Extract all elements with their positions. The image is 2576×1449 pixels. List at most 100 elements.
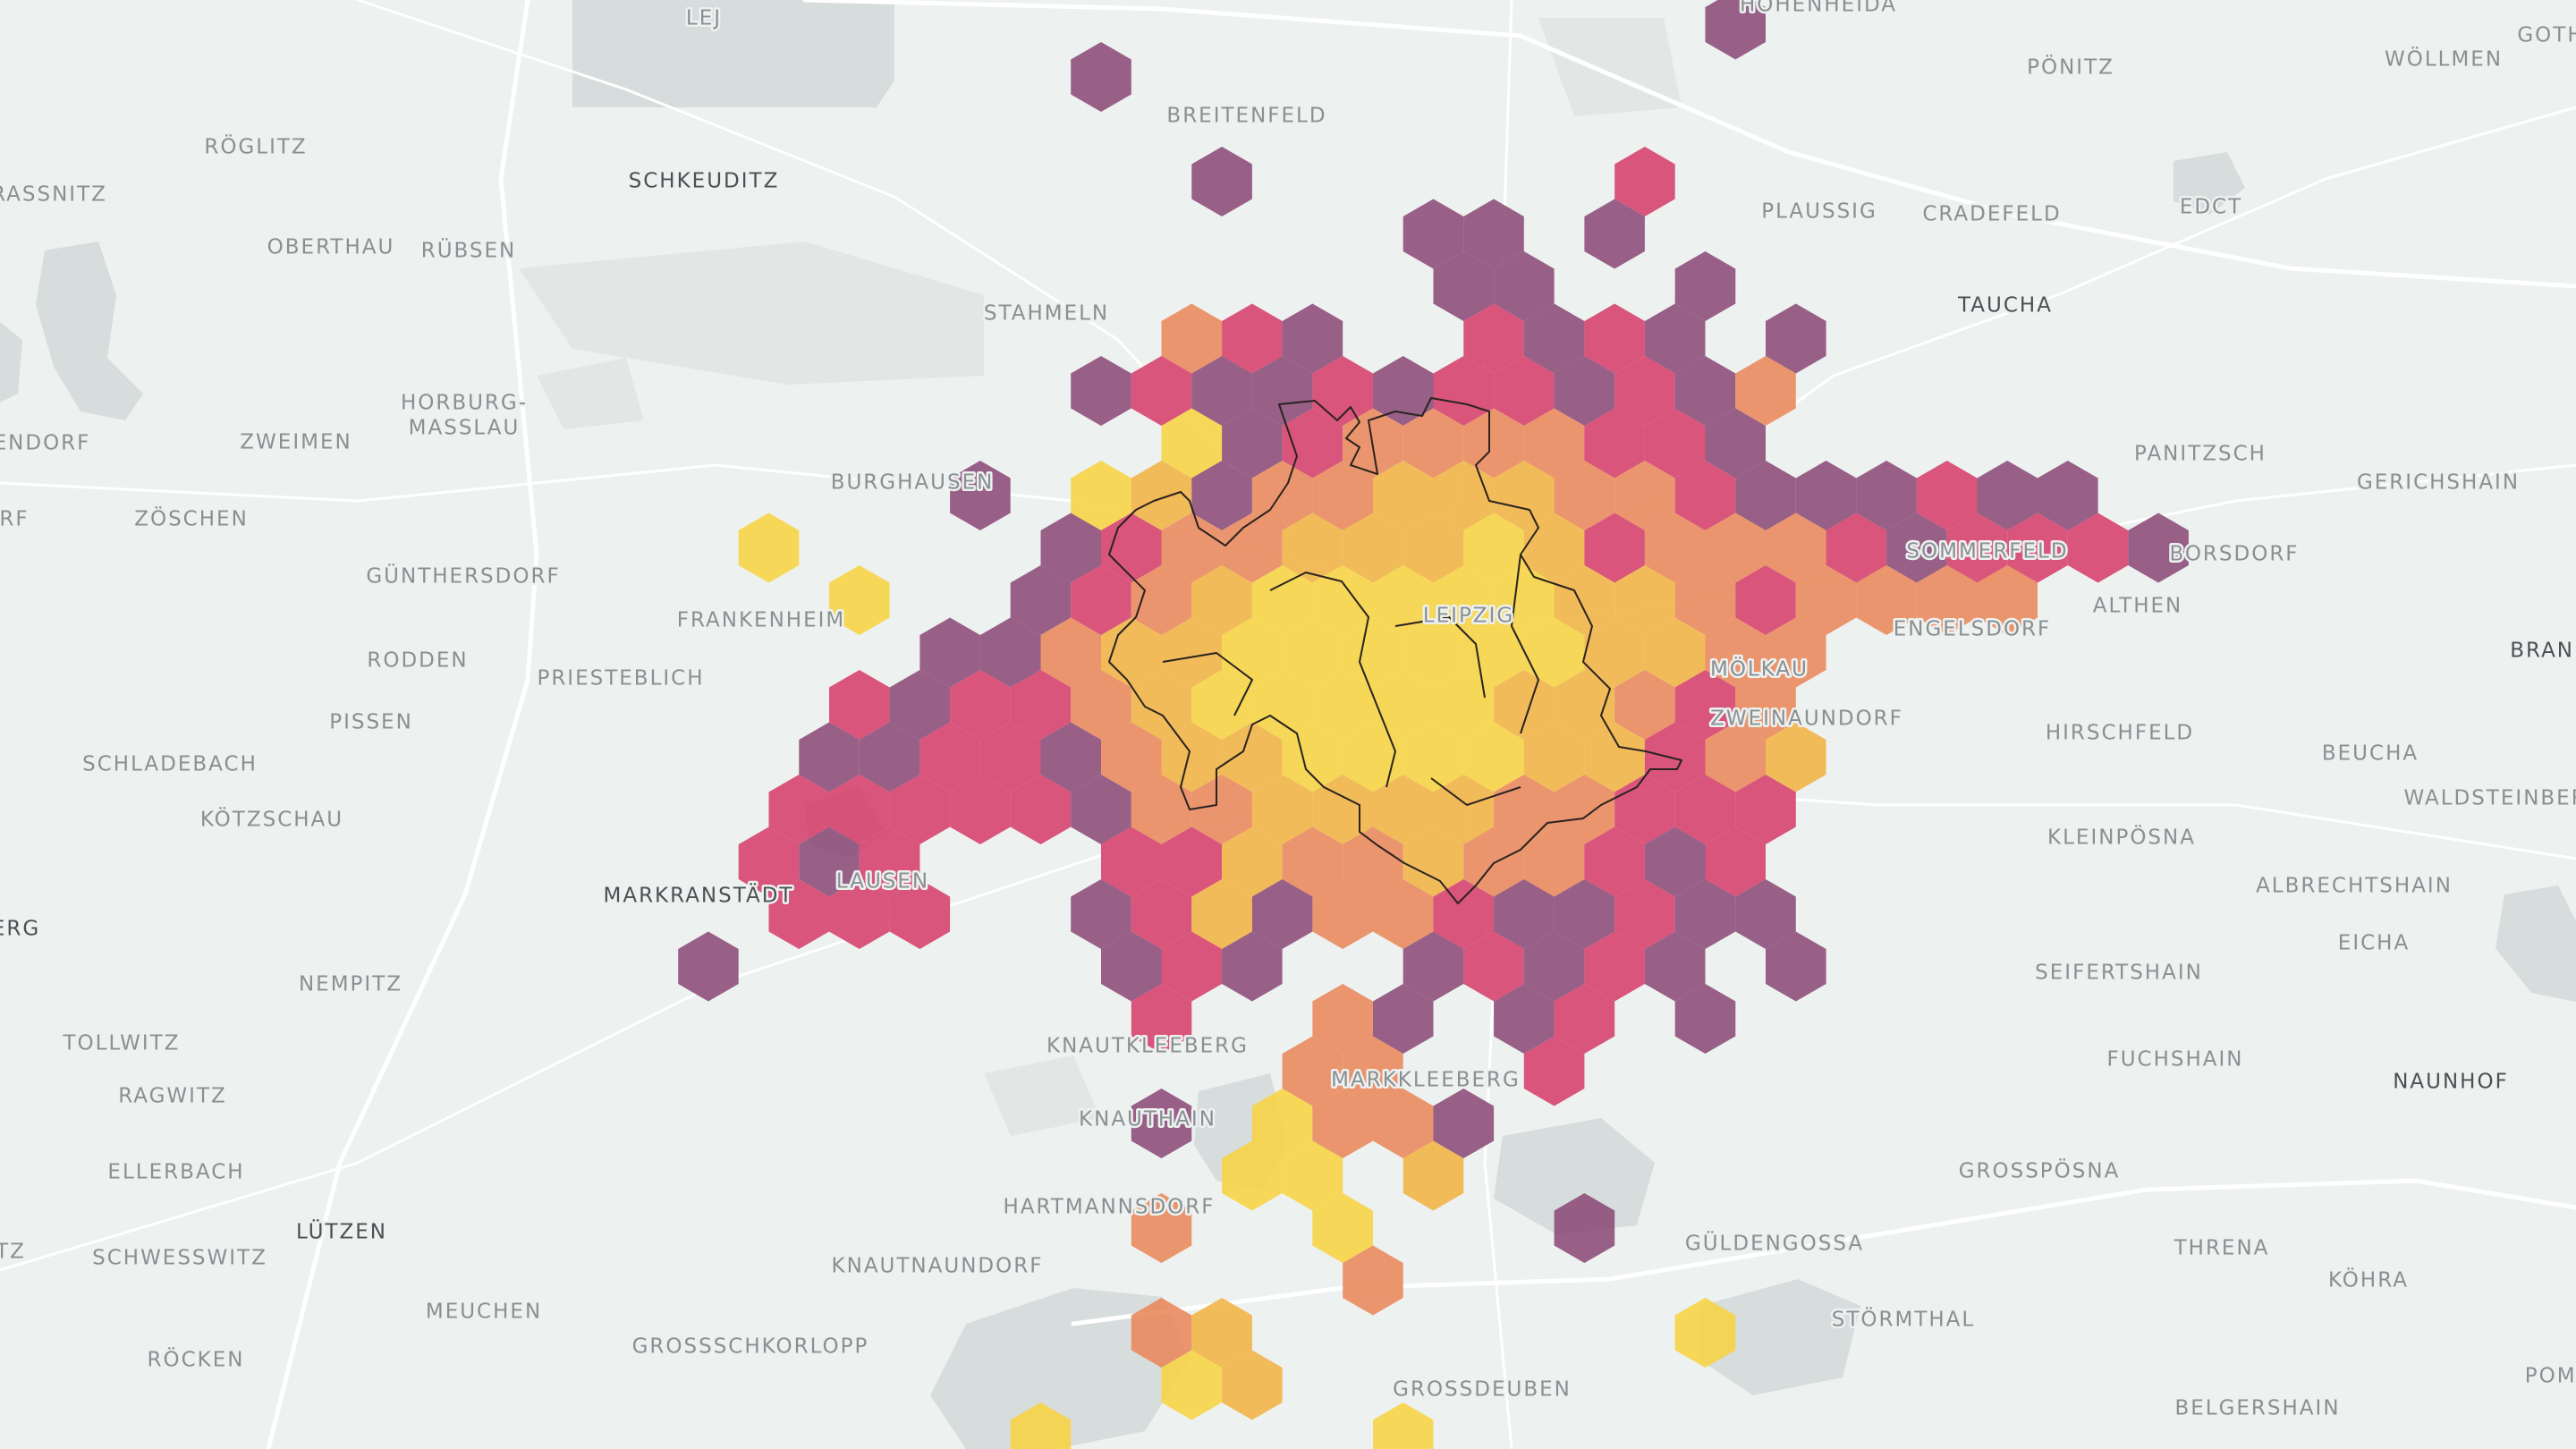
hexbin-cell-pink[interactable]: [1312, 356, 1373, 426]
hexbin-cell-light-orange[interactable]: [1312, 775, 1373, 844]
hexbin-cell-pink[interactable]: [950, 670, 1011, 740]
hexbin-cell-yellow[interactable]: [1402, 617, 1464, 688]
hexbin-cell-pink[interactable]: [859, 826, 920, 897]
hexbin-cell-purple[interactable]: [1071, 42, 1131, 112]
hexbin-cell-yellow[interactable]: [1222, 617, 1283, 688]
hexbin-cell-purple[interactable]: [1191, 356, 1252, 426]
hexbin-cell-purple[interactable]: [1433, 251, 1495, 321]
hexbin-cell-pink[interactable]: [738, 826, 800, 897]
hexbin-cell-pink[interactable]: [1523, 1036, 1585, 1106]
hexbin-cell-pink[interactable]: [1161, 826, 1223, 897]
hexbin-cell-pink[interactable]: [1826, 513, 1887, 583]
hexbin-cell-orange[interactable]: [1795, 565, 1857, 635]
hexbin-cell-orange[interactable]: [1131, 775, 1192, 844]
hexbin-cell-pink[interactable]: [829, 879, 890, 949]
hexbin-cell-yellow[interactable]: [1282, 617, 1343, 688]
hexbin-cell-purple[interactable]: [1644, 303, 1706, 374]
hexbin-cell-pink[interactable]: [1494, 356, 1555, 426]
hexbin-cell-yellow[interactable]: [1222, 1140, 1283, 1211]
hexbin-cell-purple[interactable]: [1222, 931, 1283, 1002]
hexbin-cell-light-orange[interactable]: [1402, 513, 1464, 583]
hexbin-cell-orange[interactable]: [1735, 670, 1796, 740]
hexbin-cell-purple[interactable]: [1373, 356, 1434, 426]
hexbin-cell-orange[interactable]: [1856, 565, 1917, 635]
hexbin-cell-pink[interactable]: [889, 775, 951, 844]
hexbin-cell-purple[interactable]: [1071, 775, 1131, 844]
hexbin-cell-yellow[interactable]: [1494, 565, 1555, 635]
hexbin-cell-light-orange[interactable]: [1373, 775, 1434, 844]
hexbin-cell-light-orange[interactable]: [1343, 513, 1403, 583]
hexbin-cell-orange[interactable]: [1674, 565, 1736, 635]
hexbin-cell-orange[interactable]: [1312, 879, 1373, 949]
hexbin-cell-pink[interactable]: [1463, 931, 1524, 1002]
hexbin-cell-pink[interactable]: [1584, 513, 1645, 583]
hexbin-cell-purple[interactable]: [1886, 513, 1947, 583]
hexbin-cell-purple[interactable]: [1735, 461, 1796, 530]
hexbin-cell-orange[interactable]: [1373, 1089, 1434, 1158]
hexbin-cell-purple[interactable]: [1402, 199, 1464, 269]
hexbin-cell-orange[interactable]: [1343, 1036, 1403, 1106]
hexbin-cell-purple[interactable]: [1705, 408, 1767, 479]
hexbin-cell-pink[interactable]: [1554, 984, 1615, 1054]
hexbin-cell-purple[interactable]: [1282, 303, 1343, 374]
hexbin-cell-light-orange[interactable]: [1766, 722, 1826, 792]
hexbin-cell-pink[interactable]: [1644, 408, 1706, 479]
hexbin-cell-orange[interactable]: [1402, 408, 1464, 479]
hexbin-cell-pink[interactable]: [1584, 303, 1645, 374]
hexbin-cell-purple[interactable]: [1644, 826, 1706, 897]
hexbin-cell-pink[interactable]: [979, 722, 1041, 792]
hexbin-cell-yellow[interactable]: [1071, 461, 1131, 530]
hexbin-cell-orange[interactable]: [1523, 826, 1585, 897]
hexbin-cell-orange[interactable]: [1463, 408, 1524, 479]
hexbin-cell-yellow[interactable]: [1251, 565, 1313, 635]
hexbin-cell-purple[interactable]: [1523, 303, 1585, 374]
hexbin-cell-pink[interactable]: [1131, 356, 1192, 426]
hexbin-cell-pink[interactable]: [1644, 722, 1706, 792]
hexbin-cell-purple[interactable]: [799, 722, 860, 792]
hexbin-cell-orange[interactable]: [1494, 775, 1555, 844]
hexbin-cell-pink[interactable]: [829, 670, 890, 740]
hexbin-cell-purple[interactable]: [950, 461, 1011, 530]
hexbin-cell-purple[interactable]: [1584, 199, 1645, 269]
hexbin-cell-orange[interactable]: [1523, 408, 1585, 479]
hexbin-cell-orange[interactable]: [1040, 617, 1102, 688]
hexbin-cell-pink[interactable]: [1614, 775, 1675, 844]
hexbin-cell-light-orange[interactable]: [1523, 513, 1585, 583]
hexbin-cell-purple[interactable]: [1554, 1193, 1615, 1263]
hexbin-cell-light-orange[interactable]: [1494, 461, 1555, 530]
hexbin-cell-yellow[interactable]: [1373, 670, 1434, 740]
hexbin-cell-purple[interactable]: [1554, 356, 1615, 426]
hexbin-cell-purple[interactable]: [889, 670, 951, 740]
hexbin-cell-purple[interactable]: [2128, 513, 2189, 583]
hexbin-cell-pink[interactable]: [1101, 826, 1162, 897]
hexbin-cell-orange[interactable]: [1554, 461, 1615, 530]
hexbin-cell-orange[interactable]: [1614, 461, 1675, 530]
hexbin-cell-pink[interactable]: [1735, 775, 1796, 844]
hexbin-cell-orange[interactable]: [1251, 461, 1313, 530]
hexbin-cell-pink[interactable]: [889, 879, 951, 949]
hexbin-cell-pink[interactable]: [1614, 879, 1675, 949]
hexbin-cell-orange[interactable]: [1766, 617, 1826, 688]
hexbin-cell-light-orange[interactable]: [1554, 670, 1615, 740]
hexbin-cell-orange[interactable]: [1282, 1036, 1343, 1106]
hexbin-cell-purple[interactable]: [1735, 879, 1796, 949]
hexbin-cell-pink[interactable]: [1101, 513, 1162, 583]
hexbin-cell-purple[interactable]: [1191, 461, 1252, 530]
hexbin-cell-light-orange[interactable]: [1614, 565, 1675, 635]
hexbin-cell-purple[interactable]: [1856, 461, 1917, 530]
hexbin-cell-orange[interactable]: [1705, 513, 1767, 583]
hexbin-cell-pink[interactable]: [1282, 408, 1343, 479]
hexbin-cell-light-orange[interactable]: [1191, 1298, 1252, 1368]
hexbin-cell-purple[interactable]: [1040, 513, 1102, 583]
hexbin-cell-yellow[interactable]: [738, 513, 800, 583]
hexbin-cell-orange[interactable]: [1705, 617, 1767, 688]
hexbin-cell-light-orange[interactable]: [1282, 513, 1343, 583]
hexbin-cell-yellow[interactable]: [1343, 617, 1403, 688]
hexbin-cell-purple[interactable]: [1373, 984, 1434, 1054]
hexbin-cell-light-orange[interactable]: [1222, 826, 1283, 897]
hexbin-cell-light-orange[interactable]: [1402, 1140, 1464, 1211]
hexbin-cell-orange[interactable]: [1705, 722, 1767, 792]
hexbin-cell-orange[interactable]: [1614, 670, 1675, 740]
hexbin-cell-orange[interactable]: [1161, 513, 1223, 583]
